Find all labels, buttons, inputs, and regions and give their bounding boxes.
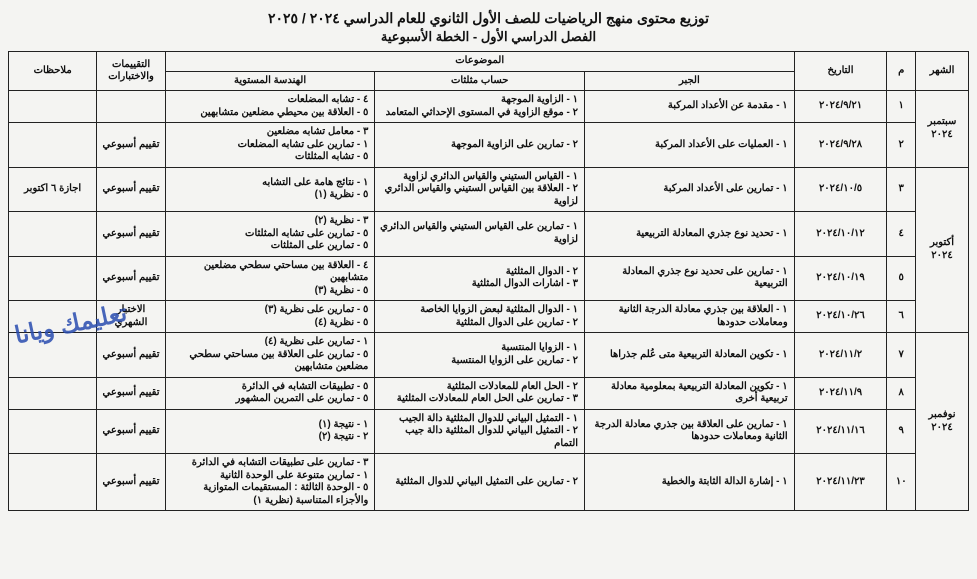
col-idx: م — [887, 52, 916, 91]
date-cell: ٢٠٢٤/١٠/١٩ — [794, 256, 887, 301]
page-title1: توزيع محتوى منهج الرياضيات للصف الأول ال… — [8, 10, 969, 27]
assess-cell: تقييم أسبوعي — [97, 454, 165, 511]
trig-cell: ١ - الزاوية الموجهة٢ - موقع الزاوية في ا… — [375, 91, 585, 123]
algebra-cell: ١ - مقدمة عن الأعداد المركبة — [585, 91, 795, 123]
algebra-cell: ١ - تمارين على الأعداد المركبة — [585, 167, 795, 212]
geometry-cell: ٣ - تمارين على تطبيقات التشابه في الدائر… — [165, 454, 375, 511]
month-cell: أكتوبر ٢٠٢٤ — [916, 167, 969, 333]
geometry-cell: ١ - تمارين على نظرية (٤)٥ - تمارين على ا… — [165, 333, 375, 378]
table-row: ٨٢٠٢٤/١١/٩١ - تكوين المعادلة التربيعية ب… — [9, 377, 969, 409]
algebra-cell: ١ - تمارين على تحديد نوع جذري المعادلة ا… — [585, 256, 795, 301]
date-cell: ٢٠٢٤/١١/٢ — [794, 333, 887, 378]
idx-cell: ١ — [887, 91, 916, 123]
curriculum-table: الشهر م التاريخ الموضوعات التقييمات والا… — [8, 51, 969, 511]
date-cell: ٢٠٢٤/١١/٢٣ — [794, 454, 887, 511]
table-row: ٥٢٠٢٤/١٠/١٩١ - تمارين على تحديد نوع جذري… — [9, 256, 969, 301]
assess-cell: الاختبار الشهري — [97, 301, 165, 333]
notes-cell — [9, 123, 97, 168]
date-cell: ٢٠٢٤/١١/٩ — [794, 377, 887, 409]
notes-cell — [9, 301, 97, 333]
geometry-cell: ٣ - نظرية (٢)٥ - تمارين على تشابه المثلث… — [165, 212, 375, 257]
idx-cell: ٩ — [887, 409, 916, 454]
assess-cell: تقييم أسبوعي — [97, 333, 165, 378]
col-date: التاريخ — [794, 52, 887, 91]
table-row: ٩٢٠٢٤/١١/١٦١ - تمارين على العلاقة بين جذ… — [9, 409, 969, 454]
trig-cell: ٢ - الدوال المثلثية٣ - اشارات الدوال الم… — [375, 256, 585, 301]
assess-cell: تقييم أسبوعي — [97, 123, 165, 168]
table-row: ٦٢٠٢٤/١٠/٢٦١ - العلاقة بين جذري معادلة ا… — [9, 301, 969, 333]
trig-cell: ٢ - تمارين على الزاوية الموجهة — [375, 123, 585, 168]
assess-cell: تقييم أسبوعي — [97, 256, 165, 301]
date-cell: ٢٠٢٤/١٠/٥ — [794, 167, 887, 212]
table-row: ١٠٢٠٢٤/١١/٢٣١ - إشارة الدالة الثابتة وال… — [9, 454, 969, 511]
date-cell: ٢٠٢٤/١٠/١٢ — [794, 212, 887, 257]
idx-cell: ٦ — [887, 301, 916, 333]
month-cell: سبتمبر ٢٠٢٤ — [916, 91, 969, 168]
table-row: ٢٢٠٢٤/٩/٢٨١ - العمليات على الأعداد المرك… — [9, 123, 969, 168]
table-row: أكتوبر ٢٠٢٤٣٢٠٢٤/١٠/٥١ - تمارين على الأع… — [9, 167, 969, 212]
page-title2: الفصل الدراسي الأول - الخطة الأسبوعية — [8, 29, 969, 45]
col-geometry: الهندسة المستوية — [165, 71, 375, 91]
geometry-cell: ٥ - تطبيقات التشابه في الدائرة٥ - تمارين… — [165, 377, 375, 409]
notes-cell — [9, 91, 97, 123]
notes-cell — [9, 333, 97, 378]
geometry-cell: ١ - نتائج هامة على التشابه٥ - نظرية (١) — [165, 167, 375, 212]
col-trig: حساب مثلثات — [375, 71, 585, 91]
trig-cell: ٢ - الحل العام للمعادلات المثلثية٣ - تما… — [375, 377, 585, 409]
trig-cell: ١ - القياس الستيني والقياس الدائري لزاوي… — [375, 167, 585, 212]
month-cell: نوفمبر ٢٠٢٤ — [916, 333, 969, 511]
algebra-cell: ١ - تكوين المعادلة التربيعية بمعلومية مع… — [585, 377, 795, 409]
table-row: نوفمبر ٢٠٢٤٧٢٠٢٤/١١/٢١ - تكوين المعادلة … — [9, 333, 969, 378]
date-cell: ٢٠٢٤/١٠/٢٦ — [794, 301, 887, 333]
col-month: الشهر — [916, 52, 969, 91]
table-row: ٤٢٠٢٤/١٠/١٢١ - تحديد نوع جذري المعادلة ا… — [9, 212, 969, 257]
algebra-cell: ١ - العلاقة بين جذري معادلة الدرجة الثان… — [585, 301, 795, 333]
geometry-cell: ٥ - تمارين على نظرية (٣)٥ - نظرية (٤) — [165, 301, 375, 333]
algebra-cell: ١ - إشارة الدالة الثابتة والخطية — [585, 454, 795, 511]
idx-cell: ٥ — [887, 256, 916, 301]
idx-cell: ٨ — [887, 377, 916, 409]
notes-cell — [9, 454, 97, 511]
geometry-cell: ١ - نتيجة (١)٢ - نتيجة (٢) — [165, 409, 375, 454]
algebra-cell: ١ - العمليات على الأعداد المركبة — [585, 123, 795, 168]
geometry-cell: ٤ - العلاقة بين مساحتي سطحي مضلعين متشاب… — [165, 256, 375, 301]
notes-cell — [9, 212, 97, 257]
assess-cell — [97, 91, 165, 123]
trig-cell: ١ - التمثيل البياني للدوال المثلثية دالة… — [375, 409, 585, 454]
notes-cell — [9, 256, 97, 301]
idx-cell: ٣ — [887, 167, 916, 212]
date-cell: ٢٠٢٤/٩/٢٨ — [794, 123, 887, 168]
notes-cell: اجازة ٦ اكتوبر — [9, 167, 97, 212]
notes-cell — [9, 377, 97, 409]
assess-cell: تقييم أسبوعي — [97, 377, 165, 409]
trig-cell: ١ - تمارين على القياس الستيني والقياس ال… — [375, 212, 585, 257]
date-cell: ٢٠٢٤/١١/١٦ — [794, 409, 887, 454]
assess-cell: تقييم أسبوعي — [97, 167, 165, 212]
trig-cell: ١ - الزوايا المنتسبة٢ - تمارين على الزوا… — [375, 333, 585, 378]
algebra-cell: ١ - تمارين على العلاقة بين جذري معادلة ا… — [585, 409, 795, 454]
geometry-cell: ٤ - تشابه المضلعات٥ - العلاقة بين محيطي … — [165, 91, 375, 123]
algebra-cell: ١ - تكوين المعادلة التربيعية متى عُلم جذ… — [585, 333, 795, 378]
table-row: سبتمبر ٢٠٢٤١٢٠٢٤/٩/٢١١ - مقدمة عن الأعدا… — [9, 91, 969, 123]
col-notes: ملاحظات — [9, 52, 97, 91]
trig-cell: ٢ - تمارين على التمثيل البياني للدوال ال… — [375, 454, 585, 511]
assess-cell: تقييم أسبوعي — [97, 409, 165, 454]
notes-cell — [9, 409, 97, 454]
idx-cell: ٧ — [887, 333, 916, 378]
idx-cell: ٢ — [887, 123, 916, 168]
col-topics: الموضوعات — [165, 52, 794, 72]
date-cell: ٢٠٢٤/٩/٢١ — [794, 91, 887, 123]
idx-cell: ١٠ — [887, 454, 916, 511]
col-assess: التقييمات والاختبارات — [97, 52, 165, 91]
assess-cell: تقييم أسبوعي — [97, 212, 165, 257]
algebra-cell: ١ - تحديد نوع جذري المعادلة التربيعية — [585, 212, 795, 257]
geometry-cell: ٣ - معامل تشابه مضلعين١ - تمارين على تشا… — [165, 123, 375, 168]
idx-cell: ٤ — [887, 212, 916, 257]
col-algebra: الجبر — [585, 71, 795, 91]
trig-cell: ١ - الدوال المثلثية لبعض الزوايا الخاصة٢… — [375, 301, 585, 333]
